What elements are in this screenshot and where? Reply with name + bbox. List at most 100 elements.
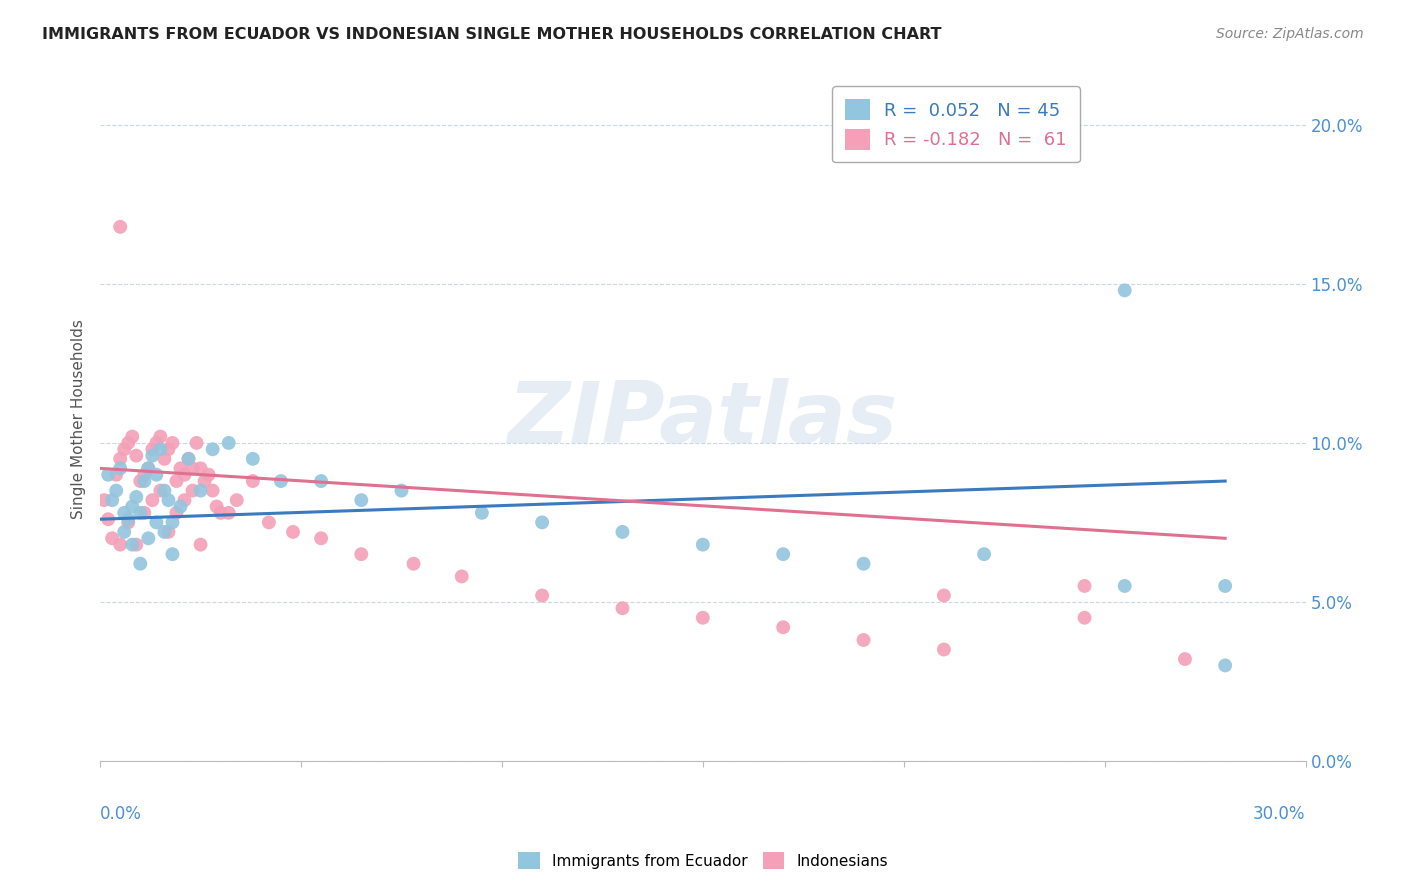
Point bbox=[149, 442, 172, 457]
Point bbox=[309, 474, 332, 488]
Point bbox=[117, 512, 139, 526]
Point bbox=[145, 516, 167, 530]
Point bbox=[110, 538, 132, 552]
Point bbox=[209, 506, 232, 520]
Point bbox=[101, 531, 124, 545]
Point bbox=[125, 490, 148, 504]
Point bbox=[117, 436, 139, 450]
Point bbox=[162, 547, 184, 561]
Point bbox=[242, 451, 264, 466]
Point bbox=[145, 467, 167, 482]
Y-axis label: Single Mother Households: Single Mother Households bbox=[72, 319, 86, 519]
Point bbox=[692, 611, 714, 625]
Text: IMMIGRANTS FROM ECUADOR VS INDONESIAN SINGLE MOTHER HOUSEHOLDS CORRELATION CHART: IMMIGRANTS FROM ECUADOR VS INDONESIAN SI… bbox=[42, 27, 942, 42]
Legend: Immigrants from Ecuador, Indonesians: Immigrants from Ecuador, Indonesians bbox=[512, 846, 894, 875]
Point bbox=[612, 601, 634, 615]
Point bbox=[973, 547, 995, 561]
Point bbox=[177, 451, 200, 466]
Point bbox=[153, 451, 176, 466]
Text: 0.0%: 0.0% bbox=[100, 805, 142, 823]
Point bbox=[181, 483, 204, 498]
Point bbox=[112, 442, 135, 457]
Point bbox=[134, 506, 156, 520]
Point bbox=[177, 451, 200, 466]
Point bbox=[162, 436, 184, 450]
Point bbox=[218, 436, 240, 450]
Point bbox=[110, 461, 132, 475]
Point bbox=[153, 483, 176, 498]
Point bbox=[141, 442, 163, 457]
Point bbox=[121, 500, 143, 514]
Point bbox=[450, 569, 472, 583]
Point bbox=[190, 538, 212, 552]
Point bbox=[117, 516, 139, 530]
Point bbox=[138, 461, 160, 475]
Point bbox=[141, 493, 163, 508]
Point bbox=[166, 506, 188, 520]
Point bbox=[270, 474, 292, 488]
Point bbox=[1174, 652, 1197, 666]
Point bbox=[166, 474, 188, 488]
Point bbox=[531, 589, 554, 603]
Point bbox=[1073, 579, 1095, 593]
Point bbox=[149, 429, 172, 443]
Point bbox=[181, 461, 204, 475]
Point bbox=[134, 474, 156, 488]
Point bbox=[153, 524, 176, 539]
Point bbox=[129, 557, 152, 571]
Point bbox=[612, 524, 634, 539]
Point bbox=[852, 632, 875, 647]
Point bbox=[1073, 611, 1095, 625]
Text: Source: ZipAtlas.com: Source: ZipAtlas.com bbox=[1216, 27, 1364, 41]
Point bbox=[225, 493, 247, 508]
Point bbox=[692, 538, 714, 552]
Point bbox=[97, 467, 120, 482]
Point bbox=[201, 442, 224, 457]
Point bbox=[201, 483, 224, 498]
Point bbox=[105, 483, 128, 498]
Point bbox=[121, 538, 143, 552]
Point bbox=[186, 436, 208, 450]
Point bbox=[110, 451, 132, 466]
Point bbox=[169, 461, 191, 475]
Point bbox=[257, 516, 280, 530]
Point bbox=[402, 557, 425, 571]
Point bbox=[190, 483, 212, 498]
Point bbox=[125, 538, 148, 552]
Point bbox=[101, 493, 124, 508]
Point bbox=[149, 483, 172, 498]
Point bbox=[129, 474, 152, 488]
Point bbox=[112, 524, 135, 539]
Point bbox=[772, 620, 794, 634]
Point bbox=[157, 493, 180, 508]
Point bbox=[932, 642, 955, 657]
Point bbox=[1114, 284, 1136, 298]
Point bbox=[162, 516, 184, 530]
Point bbox=[205, 500, 228, 514]
Text: 30.0%: 30.0% bbox=[1253, 805, 1306, 823]
Point bbox=[350, 547, 373, 561]
Point bbox=[218, 506, 240, 520]
Point bbox=[194, 474, 217, 488]
Point bbox=[138, 461, 160, 475]
Point bbox=[1114, 579, 1136, 593]
Point bbox=[93, 493, 115, 508]
Point bbox=[134, 467, 156, 482]
Point bbox=[350, 493, 373, 508]
Point bbox=[125, 449, 148, 463]
Point bbox=[1213, 579, 1236, 593]
Point bbox=[531, 516, 554, 530]
Point bbox=[97, 512, 120, 526]
Point bbox=[852, 557, 875, 571]
Point bbox=[110, 219, 132, 234]
Legend: R =  0.052   N = 45, R = -0.182   N =  61: R = 0.052 N = 45, R = -0.182 N = 61 bbox=[832, 87, 1080, 162]
Point bbox=[932, 589, 955, 603]
Point bbox=[145, 436, 167, 450]
Point bbox=[112, 506, 135, 520]
Point bbox=[197, 467, 219, 482]
Point bbox=[173, 493, 195, 508]
Point bbox=[190, 461, 212, 475]
Point bbox=[157, 442, 180, 457]
Point bbox=[242, 474, 264, 488]
Point bbox=[281, 524, 304, 539]
